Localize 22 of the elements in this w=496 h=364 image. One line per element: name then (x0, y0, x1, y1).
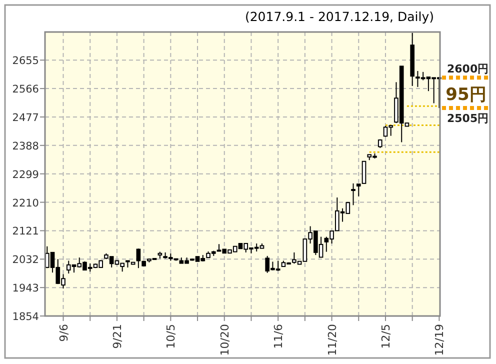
y-tick-label: 2388 (12, 140, 39, 152)
x-tick-label: 10/20 (218, 324, 232, 356)
y-tick-label: 2299 (12, 168, 39, 181)
x-tick-label: 9/21 (110, 324, 124, 349)
y-tick-label: 2566 (12, 84, 40, 96)
y-tick-label: 1943 (12, 282, 39, 295)
y-tick-label: 2121 (12, 226, 39, 238)
x-tick-label: 12/5 (379, 324, 392, 349)
ref-line-label: 2600円 (447, 62, 489, 76)
x-tick-label: 10/5 (164, 324, 178, 349)
y-tick-label: 2655 (12, 55, 39, 68)
y-tick-label: 2210 (12, 197, 39, 210)
y-tick-label: 2477 (12, 112, 39, 124)
y-tick-label: 1854 (12, 311, 40, 323)
x-tick-label: 11/6 (272, 324, 286, 349)
x-tick-label: 11/20 (326, 324, 339, 356)
x-tick-label: 9/6 (57, 324, 70, 342)
x-tick-label: 12/19 (433, 324, 446, 356)
text: 95円 (446, 84, 486, 105)
y-tick-label: 2032 (12, 254, 39, 266)
ref-line-label: 2505円 (447, 112, 489, 126)
chart-subtitle: (2017.9.1 - 2017.12.19, Daily) (244, 9, 434, 24)
